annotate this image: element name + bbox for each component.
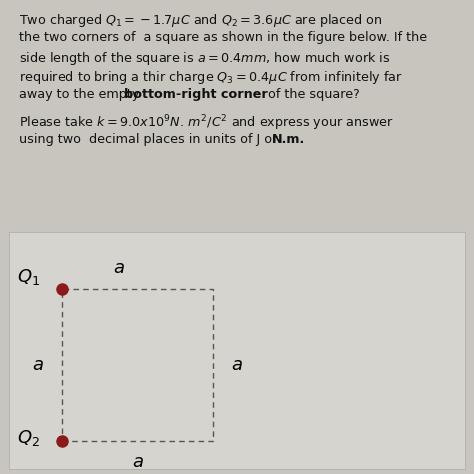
Text: Two charged $Q_1 = -1.7\mu C$ and $Q_2 = 3.6\mu C$ are placed on: Two charged $Q_1 = -1.7\mu C$ and $Q_2 =… [19,12,382,29]
Text: $a$: $a$ [231,356,243,374]
Text: $Q_2$: $Q_2$ [17,428,39,448]
Text: $a$: $a$ [113,259,125,277]
Text: the two corners of  a square as shown in the figure below. If the: the two corners of a square as shown in … [19,31,427,44]
Text: N.m.: N.m. [272,133,305,146]
Text: required to bring a thir charge $Q_3 = 0.4\mu C$ from infinitely far: required to bring a thir charge $Q_3 = 0… [19,69,403,86]
Text: $Q_1$: $Q_1$ [17,267,40,287]
Text: using two  decimal places in units of J or: using two decimal places in units of J o… [19,133,282,146]
Text: away to the empty: away to the empty [19,88,143,100]
Text: side length of the square is $a = 0.4mm$, how much work is: side length of the square is $a = 0.4mm$… [19,50,391,67]
Text: $a$: $a$ [32,356,44,374]
Text: of the square?: of the square? [264,88,360,100]
FancyBboxPatch shape [9,232,465,469]
Text: bottom-right corner: bottom-right corner [124,88,268,100]
Text: Please take $k = 9.0x10^9 N.\, m^2/C^2$ and express your answer: Please take $k = 9.0x10^9 N.\, m^2/C^2$ … [19,114,394,133]
Text: $a$: $a$ [132,453,143,471]
Bar [62,289,213,441]
